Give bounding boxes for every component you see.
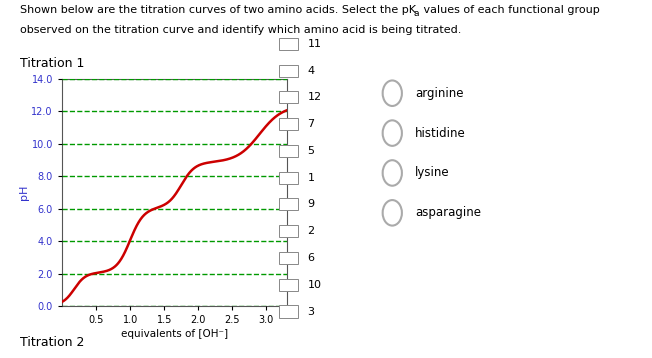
Bar [278,198,298,211]
Bar [278,38,298,50]
Text: 7: 7 [308,119,315,129]
Text: 12: 12 [308,92,321,102]
Bar [278,171,298,184]
Bar [278,91,298,103]
Bar [278,145,298,157]
Bar [278,225,298,237]
Bar [278,305,298,318]
Text: 6: 6 [308,253,314,263]
Y-axis label: pH: pH [19,185,29,200]
Bar [278,252,298,264]
Text: 5: 5 [308,146,314,156]
Text: observed on the titration curve and identify which amino acid is being titrated.: observed on the titration curve and iden… [20,25,461,35]
Text: 11: 11 [308,39,321,49]
Text: 1: 1 [308,173,314,183]
Bar [278,279,298,291]
Bar [278,64,298,77]
Bar [278,118,298,130]
Text: 10: 10 [308,280,321,290]
Text: arginine: arginine [415,87,464,100]
Text: 2: 2 [308,226,315,236]
Text: asparagine: asparagine [415,206,481,219]
Text: a: a [413,9,419,18]
Text: Titration 2: Titration 2 [20,336,84,349]
Text: Titration 1: Titration 1 [20,57,84,70]
Text: 9: 9 [308,199,315,209]
Text: values of each functional group: values of each functional group [420,5,600,15]
Text: 4: 4 [308,66,315,76]
Text: 3: 3 [308,306,314,316]
Text: Shown below are the titration curves of two amino acids. Select the pK: Shown below are the titration curves of … [20,5,415,15]
Text: lysine: lysine [415,166,450,179]
Text: histidine: histidine [415,127,466,140]
X-axis label: equivalents of [OH⁻]: equivalents of [OH⁻] [121,329,228,339]
